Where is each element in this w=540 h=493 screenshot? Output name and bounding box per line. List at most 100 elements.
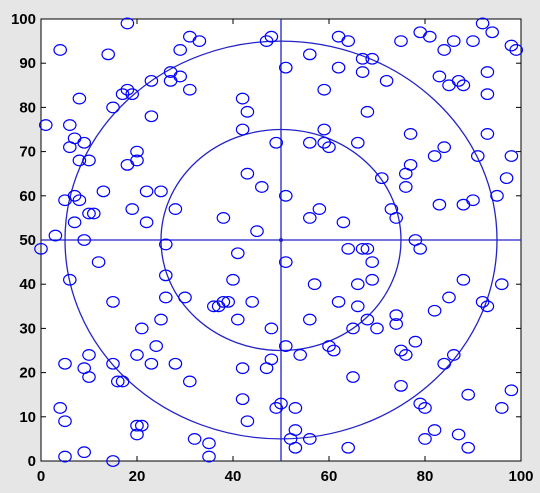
reference-circle-inner — [160, 128, 402, 352]
data-point — [159, 291, 173, 304]
data-point — [278, 256, 293, 269]
data-point — [38, 119, 53, 131]
data-point — [413, 397, 427, 410]
data-point — [101, 48, 115, 61]
data-point — [355, 242, 370, 255]
data-point — [480, 88, 495, 101]
data-point — [48, 229, 63, 242]
y-tick-label: 50 — [19, 232, 36, 249]
y-axis-tick-labels: 0 10 20 30 40 50 60 70 80 90 100 — [11, 11, 36, 470]
data-point — [504, 150, 519, 162]
data-point — [374, 172, 389, 185]
data-point — [115, 88, 130, 101]
data-point — [336, 216, 351, 229]
data-point — [437, 44, 451, 56]
data-point — [408, 335, 423, 348]
data-point — [264, 322, 279, 335]
data-point — [456, 79, 471, 92]
data-point — [226, 273, 240, 286]
data-point — [293, 349, 307, 361]
data-point — [288, 424, 303, 436]
y-tick-label: 60 — [19, 188, 36, 205]
data-point — [302, 313, 317, 326]
x-axis-tick-labels: 0 20 40 60 80 100 — [37, 468, 534, 485]
data-point — [216, 211, 231, 224]
y-tick-label: 90 — [19, 55, 36, 72]
data-point — [360, 242, 375, 255]
data-point — [168, 203, 183, 215]
data-point — [422, 30, 437, 43]
data-point — [350, 300, 365, 313]
data-point — [288, 402, 303, 414]
reference-lines — [41, 19, 521, 461]
data-point — [427, 150, 442, 162]
data-point — [341, 441, 355, 454]
data-point — [149, 340, 163, 352]
data-point — [77, 446, 91, 459]
data-point — [418, 433, 432, 445]
center-point — [279, 238, 283, 242]
data-point — [235, 123, 250, 136]
data-point — [394, 379, 408, 392]
data-point — [240, 105, 255, 118]
data-point — [139, 216, 154, 229]
data-point — [504, 39, 519, 52]
data-point — [106, 455, 120, 467]
data-point — [350, 278, 365, 291]
data-point — [269, 402, 283, 414]
data-point — [111, 375, 125, 388]
reference-circle-outer — [64, 40, 498, 440]
y-tick-label: 80 — [19, 99, 36, 116]
data-point — [389, 318, 403, 330]
data-point — [341, 242, 355, 255]
data-point — [259, 35, 274, 47]
data-point — [509, 44, 523, 56]
data-point — [499, 172, 514, 185]
data-point — [317, 136, 331, 149]
data-point — [288, 441, 303, 454]
data-point — [461, 388, 475, 401]
data-point — [379, 74, 394, 87]
data-point — [274, 397, 288, 410]
data-point — [202, 450, 216, 463]
data-point — [475, 17, 490, 30]
data-point — [269, 136, 283, 149]
data-point — [183, 375, 197, 388]
data-point — [278, 340, 293, 352]
y-tick-label: 70 — [19, 144, 36, 161]
data-point — [87, 207, 101, 220]
data-point — [480, 300, 495, 313]
data-point — [490, 189, 504, 202]
data-point — [446, 35, 461, 47]
data-point — [231, 247, 245, 260]
data-point — [135, 322, 149, 335]
data-points — [34, 17, 523, 467]
data-point — [120, 17, 135, 30]
data-point — [235, 393, 250, 406]
data-point — [278, 189, 293, 202]
data-point — [82, 154, 96, 167]
data-point — [202, 437, 216, 450]
data-point — [312, 203, 327, 215]
data-point — [302, 211, 317, 224]
data-point — [63, 119, 77, 131]
data-point — [442, 291, 456, 304]
data-point — [432, 198, 447, 211]
data-point — [475, 295, 490, 308]
x-tick-label: 0 — [37, 468, 45, 485]
data-point — [72, 194, 87, 207]
data-point — [466, 194, 480, 207]
data-point — [106, 101, 120, 114]
axis-ticks — [40, 18, 522, 462]
data-point — [331, 61, 346, 74]
data-point — [322, 141, 336, 154]
data-point — [82, 371, 96, 383]
data-point — [485, 26, 499, 39]
data-point — [322, 340, 336, 352]
data-point — [480, 66, 495, 78]
data-point — [437, 141, 451, 154]
data-point — [437, 357, 451, 370]
data-point — [432, 70, 447, 83]
data-point — [125, 88, 139, 101]
data-point — [317, 123, 331, 136]
